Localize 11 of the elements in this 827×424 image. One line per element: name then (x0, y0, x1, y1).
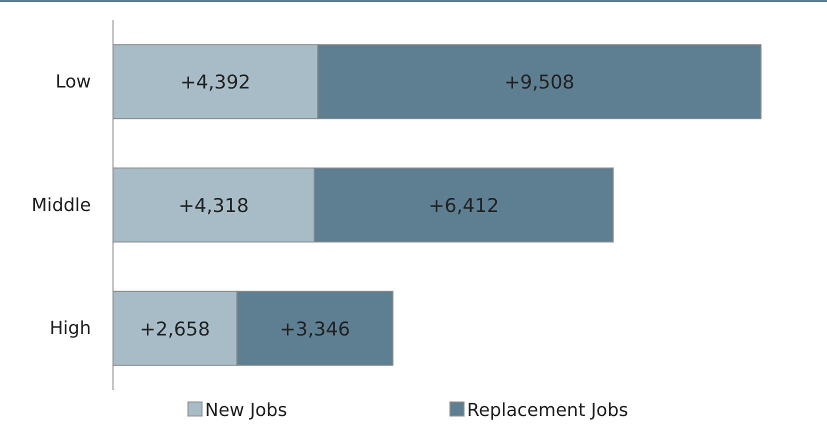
data-label: +9,508 (504, 72, 575, 94)
y-tick-label: Low (56, 71, 91, 92)
y-tick-label: Middle (32, 194, 91, 216)
data-label: +4,392 (180, 72, 251, 94)
y-tick-label: High (50, 318, 91, 340)
data-label: +3,346 (280, 318, 350, 340)
data-label: +4,318 (178, 195, 249, 217)
data-label: +2,658 (140, 318, 210, 340)
data-label: +6,412 (428, 195, 499, 217)
legend-label: Replacement Jobs (467, 400, 628, 421)
legend-label: New Jobs (205, 400, 288, 421)
